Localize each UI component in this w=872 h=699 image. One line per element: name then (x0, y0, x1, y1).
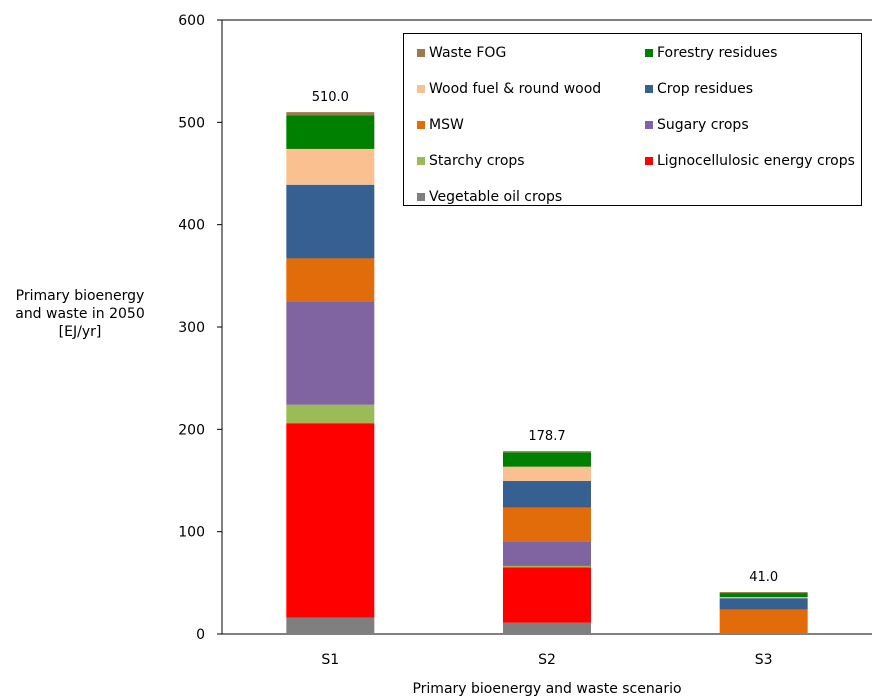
bar-segment-s3 (719, 609, 808, 634)
y-tick-label: 100 (178, 525, 205, 541)
x-tick-label: S3 (755, 652, 773, 668)
legend-label: MSW (429, 117, 464, 133)
legend-swatch (417, 157, 425, 165)
y-tick-label: 200 (178, 422, 205, 438)
bar-segment-s1 (286, 112, 375, 116)
total-data-label: 510.0 (312, 90, 349, 105)
legend-label: Vegetable oil crops (429, 189, 563, 205)
bar-segment-s1 (286, 404, 375, 424)
bar-segment-s2 (503, 451, 591, 453)
bar-segment-s3 (719, 593, 808, 598)
legend-label: Lignocellulosic energy crops (657, 153, 855, 169)
legend-swatch (417, 49, 425, 57)
bar-segment-s1 (286, 258, 375, 302)
y-axis-label-line: Primary bioenergy (15, 288, 145, 304)
legend-item: Vegetable oil crops (417, 189, 562, 205)
bar-segment-s1 (286, 115, 375, 149)
bar-segment-s3 (719, 598, 808, 610)
legend-label: Crop residues (657, 81, 754, 97)
bar-segment-s3 (719, 597, 808, 599)
bar-segment-s2 (503, 481, 591, 508)
legend-label: Forestry residues (657, 45, 778, 61)
y-tick-label: 300 (178, 320, 205, 336)
bar-segment-s1 (286, 148, 375, 185)
total-data-label: 41.0 (749, 570, 778, 585)
y-tick-label: 400 (178, 218, 205, 234)
y-tick-label: 0 (196, 627, 205, 643)
bar-segment-s2 (503, 507, 591, 542)
x-tick-label: S2 (538, 652, 556, 668)
legend-label: Sugary crops (657, 117, 749, 133)
legend-item: Wood fuel & round wood (417, 81, 601, 97)
legend-item: Crop residues (645, 81, 753, 97)
legend-swatch (645, 49, 653, 57)
legend-swatch (417, 193, 425, 201)
y-tick-label: 600 (178, 13, 205, 29)
y-axis-label-line: [EJ/yr] (58, 324, 102, 340)
bar-segment-s2 (503, 466, 591, 482)
x-axis-label: Primary bioenergy and waste scenario (412, 681, 682, 697)
legend-item: Sugary crops (645, 117, 749, 133)
legend-item: Starchy crops (417, 153, 525, 169)
bar-segment-s1 (286, 617, 375, 634)
legend-item: Forestry residues (645, 45, 777, 61)
x-tick-labels: S1 S2 S3 (321, 652, 772, 668)
bar-segment-s2 (503, 565, 591, 568)
bar-segment-s2 (503, 452, 591, 467)
legend-swatch (417, 85, 425, 93)
legend-item: MSW (417, 117, 464, 133)
legend-label: Starchy crops (429, 153, 525, 169)
bar-segment-s3 (719, 592, 808, 594)
bar-segment-s1 (286, 184, 375, 259)
legend-swatch (645, 121, 653, 129)
legend-swatch (417, 121, 425, 129)
legend-swatch (645, 85, 653, 93)
legend-label: Waste FOG (429, 45, 507, 61)
y-ticks: 0 100 200 300 400 500 600 (178, 13, 222, 643)
bars (286, 112, 808, 634)
legend-label: Wood fuel & round wood (429, 81, 602, 97)
legend-item: Lignocellulosic energy crops (645, 153, 855, 169)
legend-item: Waste FOG (417, 45, 506, 61)
bar-segment-s2 (503, 622, 591, 634)
y-axis-label-line: and waste in 2050 (15, 306, 145, 322)
y-tick-label: 500 (178, 115, 205, 131)
x-tick-label: S1 (321, 652, 339, 668)
bar-segment-s2 (503, 541, 591, 566)
bar-segment-s1 (286, 423, 375, 618)
bar-segment-s1 (286, 301, 375, 405)
bar-segment-s2 (503, 567, 591, 623)
total-labels: 510.0 178.7 41.0 (312, 90, 778, 585)
legend-swatch (645, 157, 653, 165)
total-data-label: 178.7 (528, 429, 565, 444)
legend: Waste FOG Forestry residues Wood fuel & ro… (403, 33, 862, 206)
y-axis-label: Primary bioenergy and waste in 2050 [EJ/… (0, 287, 160, 341)
